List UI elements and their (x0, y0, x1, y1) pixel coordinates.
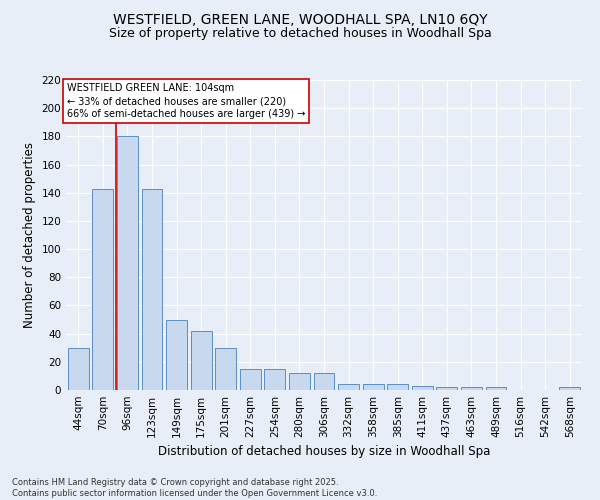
Bar (289, 373, 310, 390)
Bar (68, 348, 89, 390)
Text: WESTFIELD GREEN LANE: 104sqm
← 33% of detached houses are smaller (220)
66% of s: WESTFIELD GREEN LANE: 104sqm ← 33% of de… (67, 83, 305, 119)
Bar (166, 320, 187, 390)
Bar (92, 188, 113, 390)
Y-axis label: Number of detached properties: Number of detached properties (23, 142, 36, 328)
Bar (559, 387, 580, 390)
X-axis label: Distribution of detached houses by size in Woodhall Spa: Distribution of detached houses by size … (158, 446, 490, 458)
Text: WESTFIELD, GREEN LANE, WOODHALL SPA, LN10 6QY: WESTFIELD, GREEN LANE, WOODHALL SPA, LN1… (113, 12, 487, 26)
Bar (240, 369, 261, 390)
Bar (461, 387, 482, 390)
Bar (362, 384, 383, 390)
Bar (387, 384, 408, 390)
Bar (338, 384, 359, 390)
Bar (142, 188, 163, 390)
Bar (191, 331, 212, 390)
Bar (265, 369, 286, 390)
Bar (412, 386, 433, 390)
Bar (485, 387, 506, 390)
Bar (117, 136, 138, 390)
Bar (436, 387, 457, 390)
Text: Size of property relative to detached houses in Woodhall Spa: Size of property relative to detached ho… (109, 28, 491, 40)
Bar (314, 373, 334, 390)
Text: Contains HM Land Registry data © Crown copyright and database right 2025.
Contai: Contains HM Land Registry data © Crown c… (12, 478, 377, 498)
Bar (215, 348, 236, 390)
